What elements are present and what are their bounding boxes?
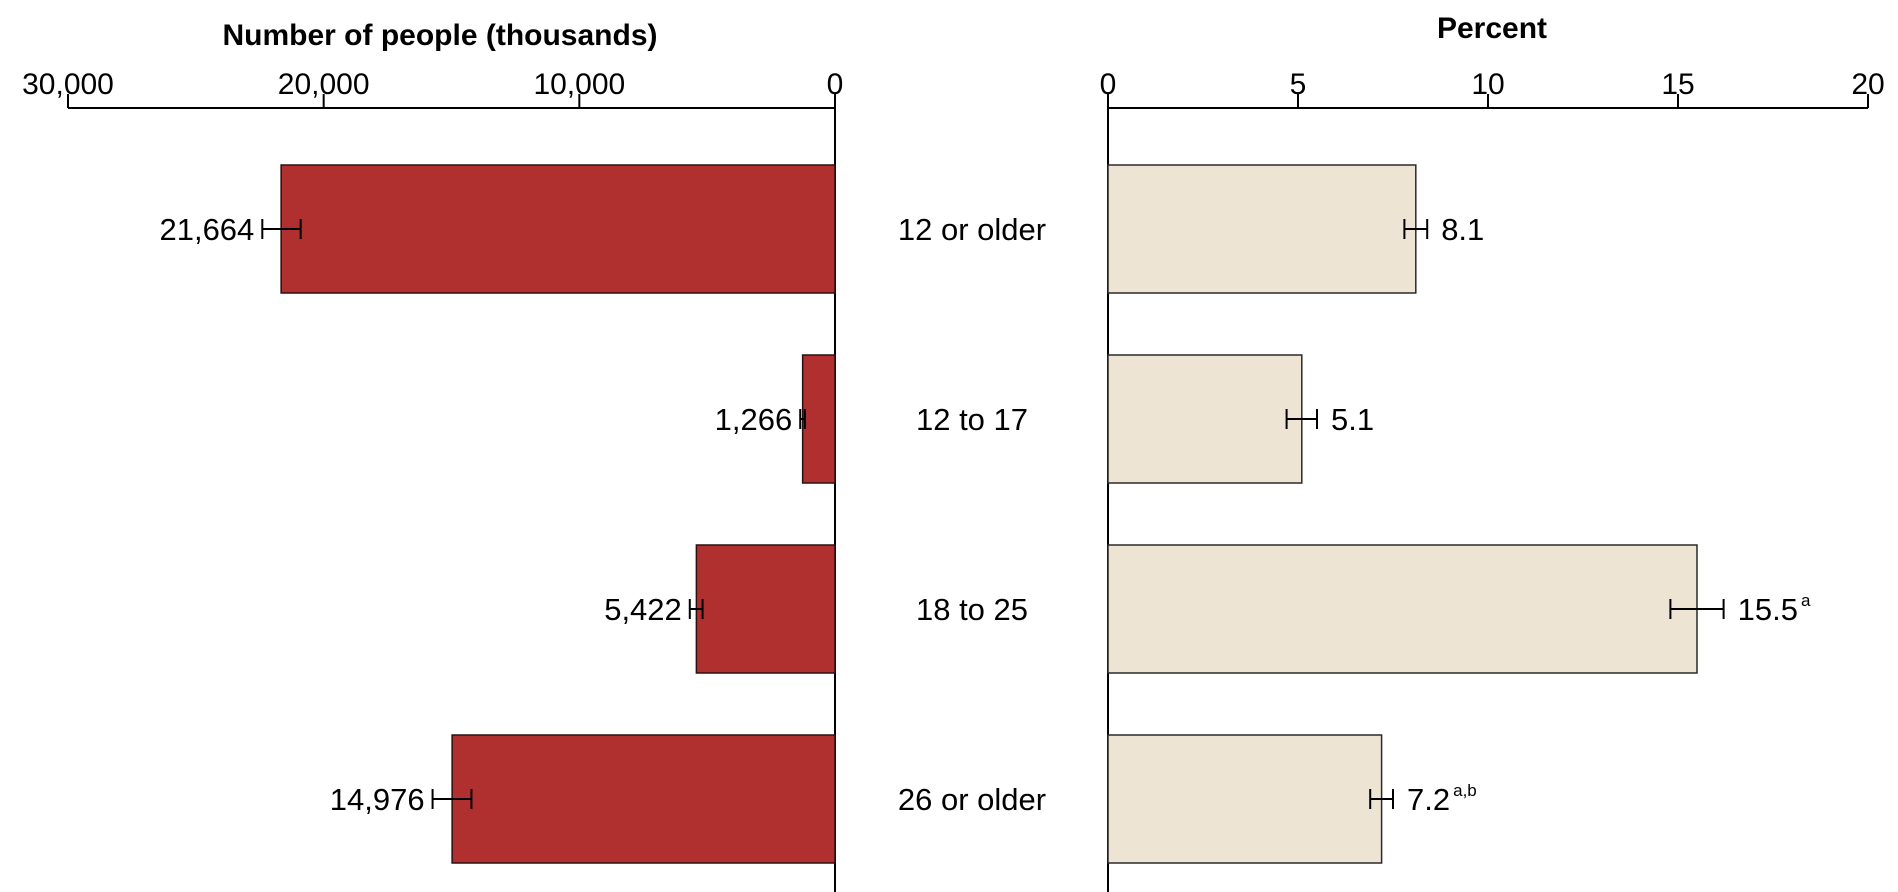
- right-tick-label: 20: [1851, 68, 1884, 101]
- left-value-label: 5,422: [604, 592, 682, 627]
- left-value-label: 14,976: [330, 782, 425, 817]
- left-tick-label: 10,000: [533, 68, 625, 101]
- left-bar: [451, 734, 836, 864]
- right-bar: [1107, 734, 1383, 864]
- right-value-label: 5.1: [1331, 402, 1374, 437]
- right-tick-label: 0: [1100, 68, 1117, 101]
- right-panel: 0 5 10 15 20 8.1 5.1 15.5 a 7.2 a,b: [1100, 68, 1885, 892]
- left-panel: 30,000 20,000 10,000 0 21,664 1,266 5,422 14,97…: [22, 68, 843, 892]
- right-tick-label: 15: [1661, 68, 1694, 101]
- right-value-superscript: a: [1801, 591, 1811, 610]
- right-value-label: 15.5 a: [1738, 591, 1811, 627]
- right-bar: [1107, 354, 1303, 484]
- right-value-number: 8.1: [1441, 212, 1484, 247]
- left-value-label: 1,266: [715, 402, 793, 437]
- right-bar: [1107, 544, 1698, 674]
- right-value-superscript: a,b: [1453, 781, 1477, 800]
- right-axis-title: Percent: [1437, 12, 1547, 45]
- left-tick-label: 0: [827, 68, 844, 101]
- category-labels: 12 or older 12 to 17 18 to 25 26 or older: [898, 212, 1046, 817]
- left-bar: [695, 544, 836, 674]
- category-label: 12 or older: [898, 212, 1046, 247]
- left-axis-title: Number of people (thousands): [223, 19, 658, 52]
- category-label: 26 or older: [898, 782, 1046, 817]
- left-bar: [280, 164, 836, 294]
- right-value-number: 15.5: [1738, 592, 1798, 627]
- right-tick-label: 5: [1290, 68, 1307, 101]
- right-value-label: 7.2 a,b: [1407, 781, 1477, 817]
- right-value-number: 5.1: [1331, 402, 1374, 437]
- category-label: 18 to 25: [916, 592, 1028, 627]
- right-value-number: 7.2: [1407, 782, 1450, 817]
- right-bar: [1107, 164, 1417, 294]
- left-tick-label: 30,000: [22, 68, 114, 101]
- left-tick-label: 20,000: [278, 68, 370, 101]
- category-label: 12 to 17: [916, 402, 1028, 437]
- right-value-label: 8.1: [1441, 212, 1484, 247]
- left-bar: [801, 354, 836, 484]
- left-value-label: 21,664: [159, 212, 254, 247]
- right-tick-label: 10: [1471, 68, 1504, 101]
